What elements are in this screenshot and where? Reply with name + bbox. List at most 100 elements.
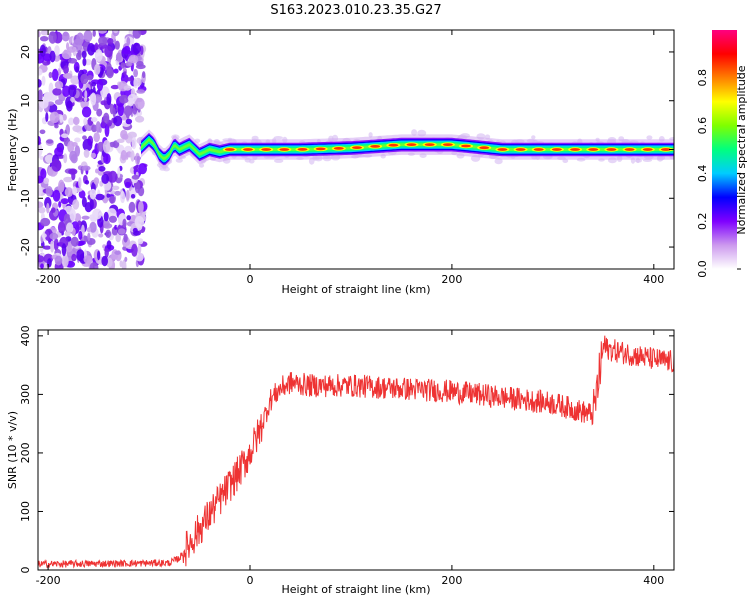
ridge-hotspot-core <box>461 144 471 148</box>
noise-blob <box>61 31 70 42</box>
noise-blob <box>74 137 81 143</box>
noise-blob <box>72 125 82 133</box>
snr-series-line <box>38 335 674 569</box>
noise-blob <box>130 194 136 199</box>
noise-blob <box>41 75 46 86</box>
noise-blob <box>70 96 75 103</box>
y-tick-label: -20 <box>19 238 32 256</box>
noise-blob <box>70 75 80 85</box>
noise-blob <box>53 238 59 251</box>
spectrogram-panel: -200 0 200 400 -20 -10 0 10 20 Height of straig… <box>6 29 675 296</box>
haze-blob <box>646 135 653 140</box>
noise-blob <box>68 168 78 175</box>
noise-blob <box>113 115 123 127</box>
noise-blob <box>94 63 101 75</box>
noise-blob <box>80 73 89 85</box>
noise-blob <box>136 89 146 94</box>
snr-plot-area <box>38 330 674 570</box>
noise-blob <box>39 129 46 135</box>
noise-blob <box>74 213 82 223</box>
noise-blob <box>138 201 144 214</box>
haze-blob <box>274 158 284 163</box>
noise-blob <box>41 233 47 238</box>
ridge-hotspot-core <box>479 146 490 150</box>
noise-blob <box>38 30 41 38</box>
colorbar-tick-label: 0.0 <box>696 260 709 278</box>
noise-blob <box>54 81 64 89</box>
ridge-hotspot-core <box>660 148 671 151</box>
haze-blob <box>199 163 205 168</box>
noise-blob <box>136 155 140 165</box>
ridge-hotspot-core <box>588 148 599 151</box>
colorbar-tick-label: 0.4 <box>696 165 709 183</box>
noise-blob <box>100 100 108 106</box>
noise-blob <box>126 36 131 46</box>
noise-blob <box>59 115 64 123</box>
noise-blob <box>62 85 71 97</box>
noise-blob <box>120 190 126 204</box>
noise-blob <box>61 254 69 268</box>
noise-blob <box>73 116 80 126</box>
figure-title: S163.2023.010.23.35.G27 <box>270 3 441 18</box>
noise-blob <box>97 30 107 34</box>
noise-blob <box>134 216 145 228</box>
noise-blob <box>95 193 105 201</box>
noise-blob <box>117 103 125 117</box>
y-tick-label: 100 <box>19 501 32 522</box>
haze-blob <box>248 159 255 164</box>
noise-blob <box>46 202 50 214</box>
noise-blob <box>83 30 93 43</box>
noise-blob <box>125 77 135 82</box>
noise-blob <box>134 181 141 194</box>
noise-blob <box>72 199 80 210</box>
ridge-hotspot-core <box>606 148 617 151</box>
y-tick-label: 300 <box>19 384 32 405</box>
noise-blob <box>52 189 61 202</box>
snr-x-ticks: -200 0 200 400 <box>36 330 664 587</box>
noise-blob <box>52 88 62 96</box>
noise-blob <box>108 196 116 204</box>
haze-blob <box>531 135 536 140</box>
noise-blob <box>50 240 55 253</box>
noise-blob <box>60 133 69 138</box>
noise-blob <box>38 68 43 76</box>
noise-blob <box>102 140 111 153</box>
noise-blob <box>108 215 117 223</box>
ridge-hotspot-core <box>243 148 253 151</box>
noise-blob <box>135 115 145 123</box>
noise-blob <box>71 253 77 262</box>
noise-blob <box>82 57 87 67</box>
noise-blob <box>91 81 97 87</box>
noise-blob <box>123 45 131 53</box>
noise-blob <box>131 243 138 257</box>
noise-blob <box>67 46 76 53</box>
noise-blob <box>133 77 139 89</box>
noise-blob <box>96 108 103 117</box>
noise-blob <box>92 30 96 37</box>
noise-blob <box>82 135 87 140</box>
ridge-hotspot-core <box>570 148 581 151</box>
noise-blob <box>123 233 128 243</box>
noise-blob <box>72 186 78 196</box>
y-tick-label: 400 <box>19 325 32 346</box>
noise-blob <box>135 64 146 70</box>
ridge-hotspot-core <box>442 143 453 147</box>
noise-blob <box>103 211 109 222</box>
noise-blob <box>87 138 92 146</box>
noise-blob <box>87 43 96 56</box>
noise-blob <box>125 189 130 201</box>
noise-blob <box>101 173 110 184</box>
noise-blob <box>40 36 49 42</box>
noise-blob <box>51 68 59 81</box>
noise-blob <box>45 112 49 122</box>
noise-blob <box>113 30 119 34</box>
noise-blob <box>90 117 98 123</box>
noise-blob <box>92 86 96 95</box>
ridge-hotspot-core <box>624 148 635 151</box>
noise-blob <box>54 255 63 266</box>
ridge-hotspot-core <box>551 148 562 151</box>
noise-blob <box>128 54 139 64</box>
noise-blob <box>97 141 105 152</box>
noise-blob <box>103 112 110 124</box>
noise-blob <box>86 74 94 81</box>
